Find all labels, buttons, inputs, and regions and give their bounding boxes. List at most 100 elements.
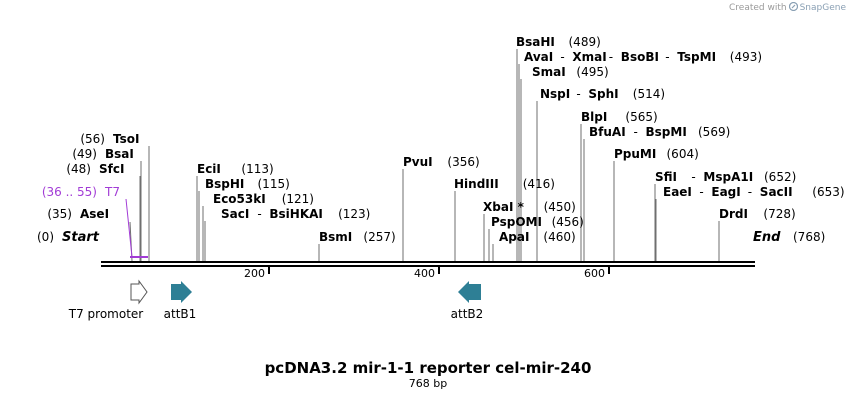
site-position: (653) — [812, 185, 844, 199]
restriction-site-nsp[interactable]: NspI - SphI (514) — [540, 87, 665, 101]
tick-label: 200 — [244, 267, 265, 280]
site-position: (257) — [363, 230, 395, 244]
site-separator: - — [609, 50, 613, 64]
enzyme-name: BsiHKAI — [269, 207, 323, 221]
primer-name: T7 — [104, 185, 120, 199]
enzyme-name: DrdI — [719, 207, 748, 221]
enzyme-name: EaeI — [663, 185, 692, 199]
site-position: (569) — [698, 125, 730, 139]
snapgene-logo-icon — [788, 1, 798, 12]
restriction-site-bsahi[interactable]: BsaHI (489) — [516, 35, 601, 49]
enzyme-name: MspA1I — [703, 170, 753, 184]
enzyme-name: BsaHI — [516, 35, 555, 49]
attb1-arrow-icon — [171, 281, 192, 303]
enzyme-name: AseI — [80, 207, 109, 221]
restriction-site-drd[interactable]: DrdI (728) — [719, 207, 796, 221]
site-position: (49) — [72, 147, 97, 161]
site-separator: - — [699, 185, 703, 199]
site-separator: - — [691, 170, 695, 184]
site-position: (35) — [47, 207, 72, 221]
restriction-site-sfi[interactable]: SfiI - MspA1I (652) — [655, 170, 796, 184]
restriction-site-sma[interactable]: SmaI (495) — [532, 65, 609, 79]
restriction-site-bfua[interactable]: BfuAI - BspMI (569) — [589, 125, 730, 139]
t7-promoter-arrow-icon — [130, 279, 148, 305]
restriction-site-eci[interactable]: EciI (113) — [197, 162, 274, 176]
enzyme-name: SmaI — [532, 65, 566, 79]
site-position: (565) — [625, 110, 657, 124]
enzyme-name: BspMI — [646, 125, 687, 139]
tick-label: 400 — [414, 267, 435, 280]
snapgene-credit: Created with SnapGene — [729, 1, 846, 13]
site-position: (493) — [730, 50, 762, 64]
restriction-site-hind[interactable]: HindIII (416) — [454, 177, 555, 191]
restriction-site-ppum[interactable]: PpuMI (604) — [614, 147, 699, 161]
attb2-arrow-icon — [458, 281, 481, 303]
restriction-site-pspom[interactable]: PspOMI (456) — [491, 215, 584, 229]
enzyme-name: BspHI — [205, 177, 244, 191]
enzyme-name: TsoI — [113, 132, 139, 146]
map-title: pcDNA3.2 mir-1-1 reporter cel-mir-240 — [264, 359, 592, 377]
enzyme-name: BsmI — [319, 230, 352, 244]
start-name: Start — [62, 230, 100, 245]
restriction-site-bsm[interactable]: BsmI (257) — [319, 230, 396, 244]
restriction-site-xba[interactable]: XbaI * (450) — [483, 200, 576, 214]
enzyme-name: BsoBI — [621, 50, 659, 64]
restriction-site-bsphi[interactable]: BspHI (115) — [205, 177, 290, 191]
enzyme-name: NspI — [540, 87, 570, 101]
enzyme-name: AvaI — [524, 50, 553, 64]
enzyme-name: PvuI — [403, 155, 433, 169]
restriction-site-pvu[interactable]: PvuI (356) — [403, 155, 480, 169]
site-position: (728) — [763, 207, 795, 221]
feature-attb2[interactable]: attB2 — [451, 281, 484, 321]
tick-200: 200 — [244, 267, 270, 280]
restriction-site-eae[interactable]: EaeI - EagI - SacII (653) — [663, 185, 845, 199]
end-label: End (768) — [753, 230, 825, 245]
site-position: (604) — [667, 147, 699, 161]
enzyme-name: HindIII — [454, 177, 499, 191]
restriction-site-sac[interactable]: SacI - BsiHKAI (123) — [221, 207, 370, 221]
enzyme-name: SphI — [588, 87, 618, 101]
tick-600: 600 — [584, 267, 610, 280]
tick-label: 600 — [584, 267, 605, 280]
enzyme-name: BfuAI — [589, 125, 626, 139]
site-position: (48) — [66, 162, 91, 176]
restriction-site-ava[interactable]: AvaI - XmaI - BsoBI - TspMI (493) — [524, 50, 762, 64]
site-position: (450) — [544, 200, 576, 214]
site-separator: - — [576, 87, 580, 101]
feature-attb1[interactable]: attB1 — [164, 281, 197, 321]
enzyme-name: SfiI — [655, 170, 677, 184]
restriction-site-tso[interactable]: (56) TsoI — [80, 132, 139, 146]
restriction-site-bsa[interactable]: (49) BsaI — [72, 147, 134, 161]
site-position: (123) — [338, 207, 370, 221]
restriction-site-ase[interactable]: (35) AseI — [47, 207, 109, 221]
site-separator: - — [748, 185, 752, 199]
enzyme-name: Eco53kI — [213, 192, 266, 206]
tick-400: 400 — [414, 267, 440, 280]
enzyme-name: PpuMI — [614, 147, 656, 161]
enzyme-name: XmaI — [572, 50, 606, 64]
enzyme-name: EciI — [197, 162, 221, 176]
site-position: (113) — [241, 162, 273, 176]
credit-prefix: Created with — [729, 3, 787, 13]
feature-name: attB1 — [164, 307, 197, 321]
restriction-site-apa[interactable]: ApaI (460) — [499, 230, 576, 244]
feature-name: T7 promoter — [68, 307, 144, 321]
end-name: End — [753, 230, 781, 245]
site-position: (652) — [764, 170, 796, 184]
restriction-site-eco53[interactable]: Eco53kI (121) — [213, 192, 314, 206]
sequence-length: 768 bp — [408, 377, 448, 390]
primer-t7[interactable]: (36 .. 55) T7 — [42, 185, 148, 258]
enzyme-name: SacII — [760, 185, 793, 199]
site-position: (495) — [576, 65, 608, 79]
site-separator: - — [634, 125, 638, 139]
site-position: (460) — [543, 230, 575, 244]
restriction-site-sfc[interactable]: (48) SfcI — [66, 162, 124, 176]
site-position: (356) — [447, 155, 479, 169]
site-separator: - — [257, 207, 261, 221]
site-position: (514) — [633, 87, 665, 101]
restriction-site-blp[interactable]: BlpI (565) — [581, 110, 658, 124]
enzyme-name: SacI — [221, 207, 249, 221]
end-position: (768) — [793, 230, 825, 244]
feature-t7-promoter[interactable]: T7 promoter — [68, 279, 148, 321]
site-separator: - — [665, 50, 669, 64]
